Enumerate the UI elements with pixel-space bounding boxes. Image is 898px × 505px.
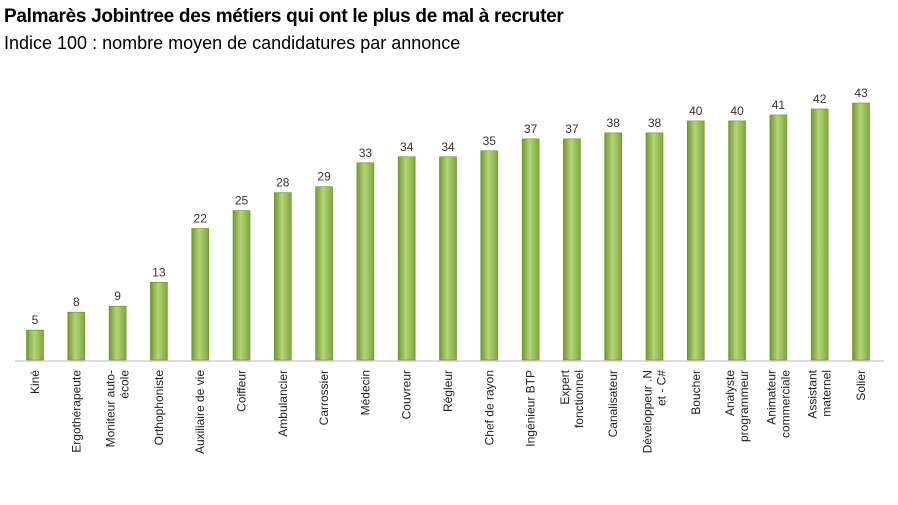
category-label: Boucher: [689, 370, 703, 415]
data-label: 5: [32, 313, 39, 327]
category-label: Régleur: [441, 370, 455, 412]
bar: [769, 114, 788, 361]
category-label: Ambulancier: [276, 370, 290, 437]
data-label: 37: [565, 122, 579, 136]
data-label: 25: [235, 194, 249, 208]
data-label: 34: [441, 140, 455, 154]
data-label: 13: [152, 265, 166, 279]
bar: [439, 156, 457, 361]
bar: [26, 329, 44, 361]
bar: [397, 156, 416, 361]
data-label: 37: [524, 122, 538, 136]
data-label: 38: [648, 116, 662, 130]
category-label: Moniteur auto-école: [104, 370, 132, 448]
bar: [232, 210, 251, 361]
bar: [728, 120, 746, 361]
category-label: Animateurcommerciale: [764, 370, 792, 438]
category-label: Développeur .Net - C#: [641, 370, 669, 454]
category-label: Canalisateur: [606, 370, 620, 437]
category-label: Assistantmaternel: [806, 369, 834, 418]
bar: [67, 311, 86, 361]
data-label: 42: [813, 92, 827, 106]
category-label: Couvreur: [400, 370, 414, 419]
bar: [645, 132, 664, 361]
bar: [150, 282, 168, 361]
category-label: Médecin: [358, 370, 372, 415]
data-label: 38: [607, 116, 621, 130]
category-label: Auxiliaire de vie: [193, 370, 207, 454]
bar: [108, 305, 127, 361]
bar: [315, 186, 333, 361]
data-label: 33: [359, 146, 373, 160]
category-label: Chef de rayon: [482, 370, 496, 445]
category-label: Solier: [854, 370, 868, 401]
chart-title: Palmarès Jobintree des métiers qui ont l…: [4, 6, 564, 27]
bar: [604, 132, 623, 361]
category-label: Ergothérapeute: [69, 370, 83, 453]
data-label: 40: [689, 104, 703, 118]
data-label: 8: [73, 295, 80, 309]
data-label: 29: [317, 170, 331, 184]
data-label: 35: [483, 134, 497, 148]
bar: [686, 120, 705, 361]
data-label: 43: [854, 86, 868, 100]
category-label: Carrossier: [317, 370, 331, 425]
category-label: Coiffeur: [235, 370, 249, 412]
data-label: 40: [730, 104, 744, 118]
data-label: 9: [114, 289, 121, 303]
category-label: Orthophoniste: [152, 370, 166, 446]
category-label: Expertfonctionnel: [558, 369, 586, 428]
bar: [480, 150, 499, 361]
bar: [273, 192, 292, 361]
category-label: Kiné: [28, 370, 42, 394]
chart-subtitle: Indice 100 : nombre moyen de candidature…: [4, 33, 461, 53]
bar: [852, 102, 870, 361]
bar: [191, 228, 209, 361]
bar: [810, 108, 829, 361]
category-label: Analysteprogrammeur: [723, 370, 751, 442]
data-label: 22: [194, 212, 208, 226]
data-label: 34: [400, 140, 414, 154]
bar: [521, 138, 540, 361]
category-label: Ingénieur BTP: [524, 370, 538, 447]
data-label: 41: [772, 98, 786, 112]
bar: [356, 162, 375, 361]
data-label: 28: [276, 176, 290, 190]
bar: [563, 138, 581, 361]
